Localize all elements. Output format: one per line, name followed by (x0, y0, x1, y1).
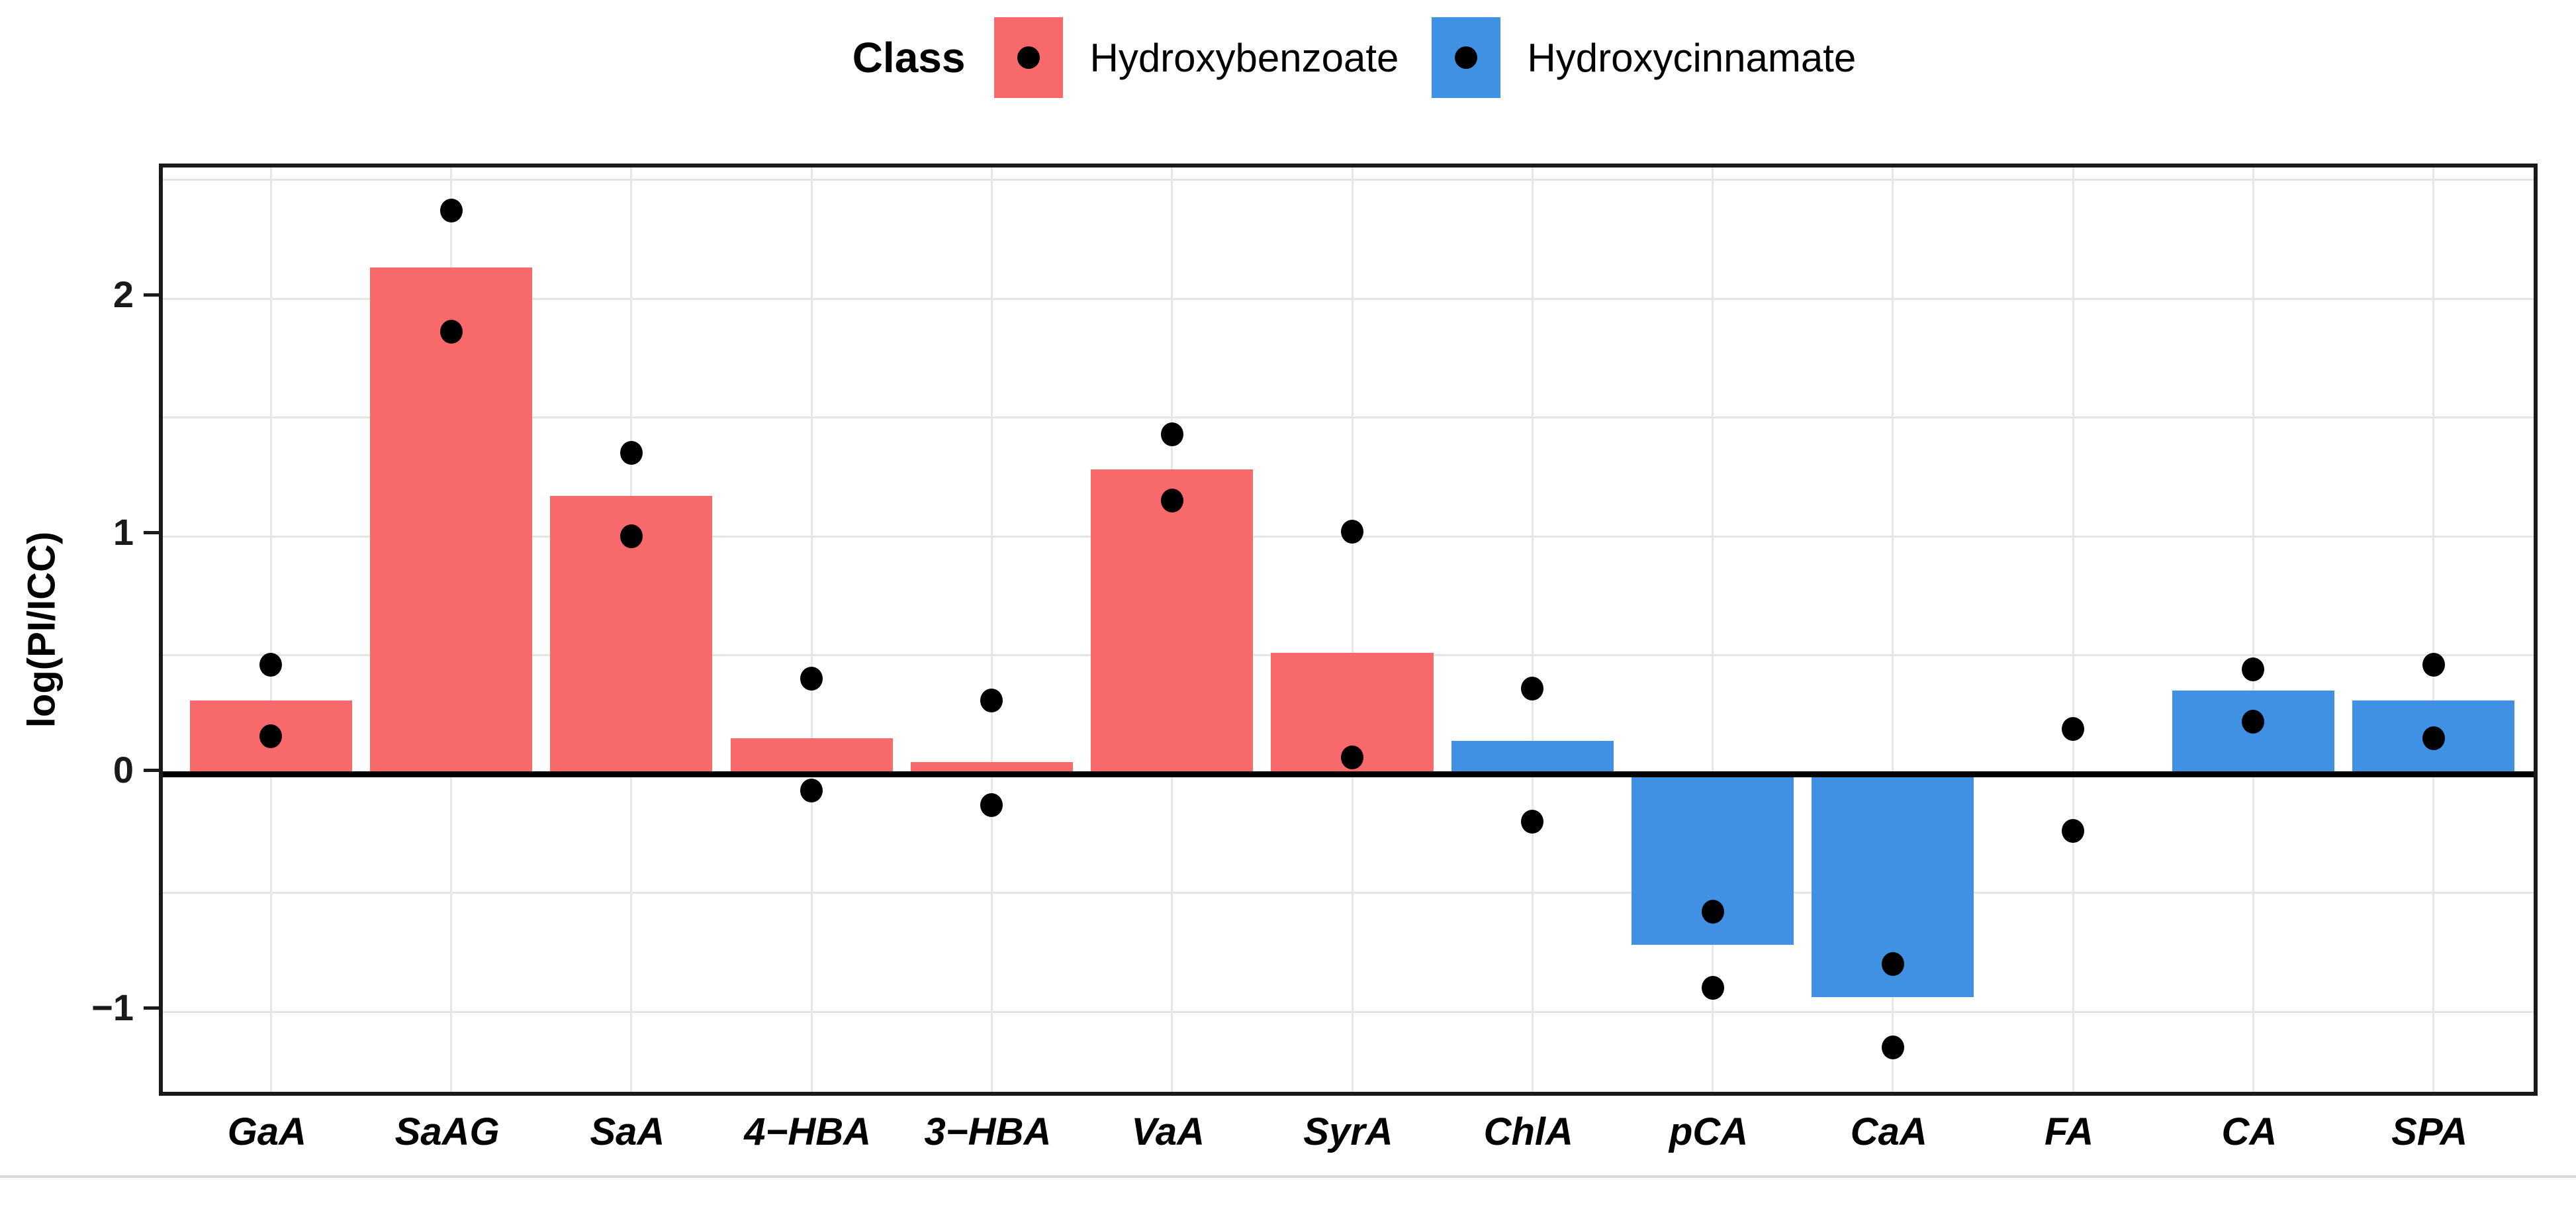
bottom-separator (0, 1175, 2576, 1178)
h-gridline (163, 179, 2534, 181)
v-gridline (990, 168, 993, 1092)
y-tick-label: 1 (113, 511, 134, 553)
data-point-3−HBA (980, 688, 1003, 712)
x-tick-label-SaAG: SaAG (394, 1110, 500, 1153)
v-gridline (1531, 168, 1534, 1092)
data-point-CaA (1881, 1035, 1904, 1059)
data-point-VaA (1160, 489, 1183, 513)
data-point-FA (2062, 716, 2085, 741)
h-gridline (163, 1010, 2534, 1013)
y-tick-mark (144, 1006, 159, 1010)
legend-item-hydroxybenzoate: Hydroxybenzoate (994, 17, 1399, 98)
data-point-SyrA (1341, 519, 1363, 544)
legend-item-hydroxycinnamate: Hydroxycinnamate (1432, 17, 1856, 98)
legend-point-icon (1455, 46, 1478, 69)
x-tick-label-GaA: GaA (227, 1110, 306, 1153)
x-tick-label-SPA: SPA (2391, 1110, 2468, 1153)
x-tick-label-4−HBA: 4−HBA (744, 1110, 872, 1153)
v-gridline (810, 168, 813, 1092)
data-point-pCA (1701, 976, 1724, 1000)
legend-swatch-hydroxybenzoate (994, 17, 1064, 98)
legend-swatch-hydroxycinnamate (1432, 17, 1501, 98)
data-point-SaA (620, 441, 643, 465)
x-tick-label-FA: FA (2045, 1110, 2094, 1153)
v-gridline (2432, 168, 2435, 1092)
bar-SaAG (370, 267, 533, 774)
x-tick-label-CA: CA (2221, 1110, 2277, 1153)
h-gridline (163, 297, 2534, 300)
h-gridline (163, 416, 2534, 418)
y-axis-title: log(PI/ICC) (20, 531, 64, 728)
data-point-FA (2062, 819, 2085, 844)
data-point-GaA (259, 724, 283, 748)
data-point-SaAG (439, 199, 463, 223)
zero-line (163, 771, 2534, 777)
data-point-SPA (2422, 726, 2445, 751)
x-tick-label-CaA: CaA (1850, 1110, 1927, 1153)
y-tick-mark (144, 768, 159, 772)
legend-label: Hydroxycinnamate (1527, 35, 1857, 80)
legend-title: Class (852, 34, 966, 81)
v-gridline (1712, 168, 1714, 1092)
x-tick-label-SyrA: SyrA (1303, 1110, 1393, 1153)
v-gridline (1892, 168, 1894, 1092)
data-point-CaA (1881, 952, 1904, 977)
legend-row: Class Hydroxybenzoate Hydroxycinnamate (852, 17, 1856, 98)
x-tick-label-SaA: SaA (590, 1110, 665, 1153)
y-tick-label: 2 (113, 273, 134, 315)
data-point-VaA (1160, 422, 1183, 446)
bar-4−HBA (730, 738, 893, 774)
data-point-CA (2242, 710, 2265, 734)
data-point-ChlA (1521, 809, 1544, 834)
data-point-GaA (259, 652, 283, 677)
h-gridline (163, 892, 2534, 894)
y-tick-label: 0 (113, 749, 134, 791)
y-tick-mark (144, 293, 159, 297)
y-tick-label: −1 (91, 987, 134, 1028)
legend-point-icon (1017, 46, 1040, 69)
data-point-4−HBA (800, 667, 823, 691)
plot-panel (159, 164, 2538, 1096)
data-point-SyrA (1341, 745, 1363, 769)
x-tick-label-ChlA: ChlA (1483, 1110, 1573, 1153)
data-point-CA (2242, 657, 2265, 682)
legend: Class Hydroxybenzoate Hydroxycinnamate (0, 15, 2576, 101)
bar-VaA (1091, 469, 1254, 774)
x-tick-label-VaA: VaA (1131, 1110, 1205, 1153)
legend-label: Hydroxybenzoate (1089, 35, 1399, 80)
data-point-ChlA (1521, 676, 1544, 700)
v-gridline (2252, 168, 2254, 1092)
x-tick-label-pCA: pCA (1669, 1110, 1749, 1153)
data-point-SaA (620, 524, 643, 548)
v-gridline (1351, 168, 1354, 1092)
data-point-SPA (2422, 652, 2445, 677)
data-point-SaAG (439, 320, 463, 344)
data-point-3−HBA (980, 793, 1003, 817)
x-tick-label-3−HBA: 3−HBA (924, 1110, 1052, 1153)
data-point-4−HBA (800, 779, 823, 803)
v-gridline (269, 168, 272, 1092)
y-tick-mark (144, 530, 159, 534)
data-point-pCA (1701, 900, 1724, 924)
bar-ChlA (1451, 740, 1614, 774)
v-gridline (2072, 168, 2074, 1092)
